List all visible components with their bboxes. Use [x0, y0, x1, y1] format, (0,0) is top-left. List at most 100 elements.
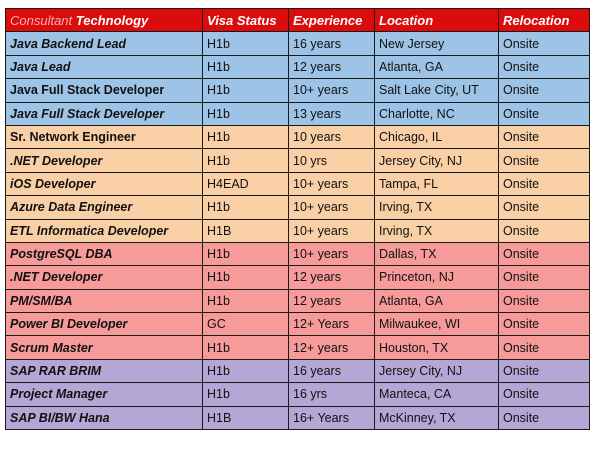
cell-experience: 10+ years [288, 171, 375, 197]
cell-location: Houston, TX [374, 335, 499, 360]
header-technology: Consultant Technology [5, 7, 203, 33]
cell-visa-status: H1B [202, 218, 289, 243]
cell-relocation: Onsite [498, 195, 590, 220]
cell-technology: Java Lead [5, 54, 203, 80]
cell-technology: PM/SM/BA [5, 288, 203, 314]
header-consultant-word: Consultant [10, 12, 73, 28]
table-row: Java Backend Lead H1b 16 years New Jersey On… [5, 31, 590, 56]
cell-location: Tampa, FL [374, 171, 499, 197]
header-location: Location [374, 7, 499, 33]
header-row: Consultant Technology Visa Status Experi… [5, 7, 590, 33]
cell-location: Irving, TX [374, 218, 499, 243]
cell-experience: 10 years [288, 124, 375, 150]
cell-technology: .NET Developer [5, 265, 203, 290]
cell-visa-status: H1b [202, 382, 289, 407]
cell-relocation: Onsite [498, 124, 590, 150]
cell-relocation: Onsite [498, 218, 590, 243]
table-row: Scrum Master H1b 12+ years Houston, TX Onsit… [5, 335, 590, 360]
cell-visa-status: H1b [202, 148, 289, 173]
cell-visa-status: H1b [202, 124, 289, 150]
cell-experience: 12+ Years [288, 312, 375, 337]
cell-experience: 12+ years [288, 335, 375, 360]
cell-relocation: Onsite [498, 358, 590, 384]
cell-experience: 16 years [288, 358, 375, 384]
table-row: SAP BI/BW Hana H1B 16+ Years McKinney, TX On… [5, 405, 590, 431]
table-row: ETL Informatica Developer H1B 10+ years Irv… [5, 218, 590, 243]
cell-experience: 16 years [288, 31, 375, 56]
header-technology-word: Technology [75, 12, 149, 28]
cell-visa-status: H1b [202, 265, 289, 290]
table-row: PostgreSQL DBA H1b 10+ years Dallas, TX Onsi… [5, 241, 590, 267]
table-row: Java Full Stack Developer H1b 10+ years Sal… [5, 78, 590, 103]
table-row: Java Full Stack Developer H1b 13 years Char… [5, 101, 590, 126]
cell-location: Princeton, NJ [374, 265, 499, 290]
cell-experience: 10+ years [288, 78, 375, 103]
cell-experience: 10+ years [288, 241, 375, 267]
cell-visa-status: H1B [202, 405, 289, 431]
cell-relocation: Onsite [498, 405, 590, 431]
cell-technology: Java Full Stack Developer [5, 78, 203, 103]
cell-location: Jersey City, NJ [374, 148, 499, 173]
header-relocation: Relocation [498, 7, 590, 33]
cell-technology: ETL Informatica Developer [5, 218, 203, 243]
table-row: .NET Developer H1b 12 years Princeton, NJ On… [5, 265, 590, 290]
cell-technology: Scrum Master [5, 335, 203, 360]
cell-technology: Java Backend Lead [5, 31, 203, 56]
cell-location: Irving, TX [374, 195, 499, 220]
cell-technology: SAP BI/BW Hana [5, 405, 203, 431]
cell-technology: PostgreSQL DBA [5, 241, 203, 267]
cell-experience: 10+ years [288, 218, 375, 243]
table-row: iOS Developer H4EAD 10+ years Tampa, FL Onsi… [5, 171, 590, 197]
cell-location: Jersey City, NJ [374, 358, 499, 384]
cell-technology: Java Full Stack Developer [5, 101, 203, 126]
cell-relocation: Onsite [498, 335, 590, 360]
table-row: Project Manager H1b 16 yrs Manteca, CA Onsit… [5, 382, 590, 407]
cell-visa-status: H4EAD [202, 171, 289, 197]
cell-relocation: Onsite [498, 382, 590, 407]
cell-technology: Power BI Developer [5, 312, 203, 337]
cell-relocation: Onsite [498, 31, 590, 56]
cell-visa-status: H1b [202, 241, 289, 267]
cell-visa-status: H1b [202, 101, 289, 126]
header-experience: Experience [288, 7, 375, 33]
cell-location: New Jersey [374, 31, 499, 56]
cell-location: Chicago, IL [374, 124, 499, 150]
cell-location: Salt Lake City, UT [374, 78, 499, 103]
cell-relocation: Onsite [498, 312, 590, 337]
table-row: Sr. Network Engineer H1b 10 years Chicago, … [5, 124, 590, 150]
table-row: Azure Data Engineer H1b 10+ years Irving, T… [5, 195, 590, 220]
cell-experience: 12 years [288, 54, 375, 80]
cell-location: Milwaukee, WI [374, 312, 499, 337]
cell-experience: 10+ years [288, 195, 375, 220]
cell-experience: 12 years [288, 288, 375, 314]
cell-location: Atlanta, GA [374, 54, 499, 80]
cell-visa-status: H1b [202, 288, 289, 314]
cell-relocation: Onsite [498, 265, 590, 290]
cell-experience: 12 years [288, 265, 375, 290]
cell-technology: .NET Developer [5, 148, 203, 173]
table-row: Power BI Developer GC 12+ Years Milwaukee, … [5, 312, 590, 337]
cell-visa-status: H1b [202, 195, 289, 220]
cell-relocation: Onsite [498, 148, 590, 173]
cell-relocation: Onsite [498, 288, 590, 314]
cell-technology: SAP RAR BRIM [5, 358, 203, 384]
cell-experience: 16+ Years [288, 405, 375, 431]
table-body: Java Backend Lead H1b 16 years New Jersey On… [5, 31, 590, 431]
cell-location: Manteca, CA [374, 382, 499, 407]
cell-technology: iOS Developer [5, 171, 203, 197]
table-row: .NET Developer H1b 10 yrs Jersey City, NJ On… [5, 148, 590, 173]
cell-location: Charlotte, NC [374, 101, 499, 126]
cell-relocation: Onsite [498, 241, 590, 267]
cell-visa-status: H1b [202, 54, 289, 80]
table-row: SAP RAR BRIM H1b 16 years Jersey City, NJ On… [5, 358, 590, 384]
cell-visa-status: H1b [202, 358, 289, 384]
cell-technology: Azure Data Engineer [5, 195, 203, 220]
cell-technology: Sr. Network Engineer [5, 124, 203, 150]
cell-experience: 13 years [288, 101, 375, 126]
cell-visa-status: H1b [202, 78, 289, 103]
cell-visa-status: GC [202, 312, 289, 337]
cell-relocation: Onsite [498, 78, 590, 103]
cell-relocation: Onsite [498, 171, 590, 197]
cell-experience: 16 yrs [288, 382, 375, 407]
cell-visa-status: H1b [202, 335, 289, 360]
